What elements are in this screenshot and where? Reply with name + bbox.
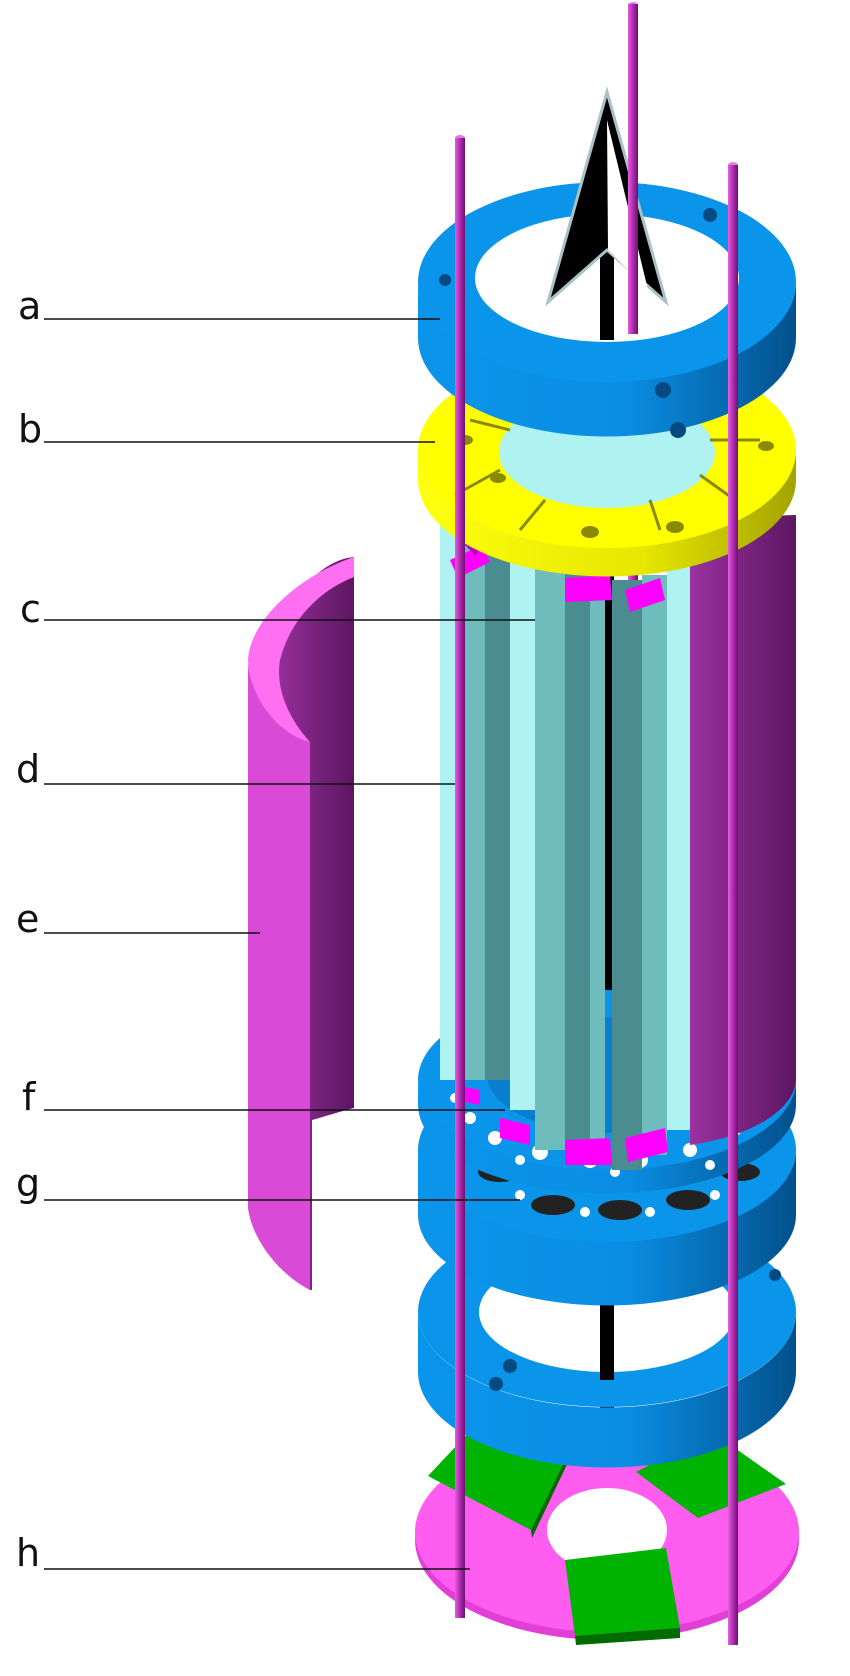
outer-shell-detached — [248, 557, 354, 1290]
label-a: a — [18, 284, 41, 328]
label-h: h — [16, 1531, 40, 1575]
outer-shell-right — [690, 515, 796, 1145]
top-ring — [418, 86, 796, 438]
label-c: c — [20, 587, 41, 631]
inner-staves — [440, 520, 690, 1170]
label-e: e — [16, 897, 39, 941]
part-labels: a b c d e f g h — [16, 284, 42, 1575]
label-d: d — [16, 747, 40, 791]
label-g: g — [16, 1161, 40, 1205]
label-f: f — [22, 1075, 37, 1119]
leader-lines — [44, 318, 535, 1570]
support-rods-front — [455, 4, 738, 1645]
label-b: b — [18, 407, 42, 451]
